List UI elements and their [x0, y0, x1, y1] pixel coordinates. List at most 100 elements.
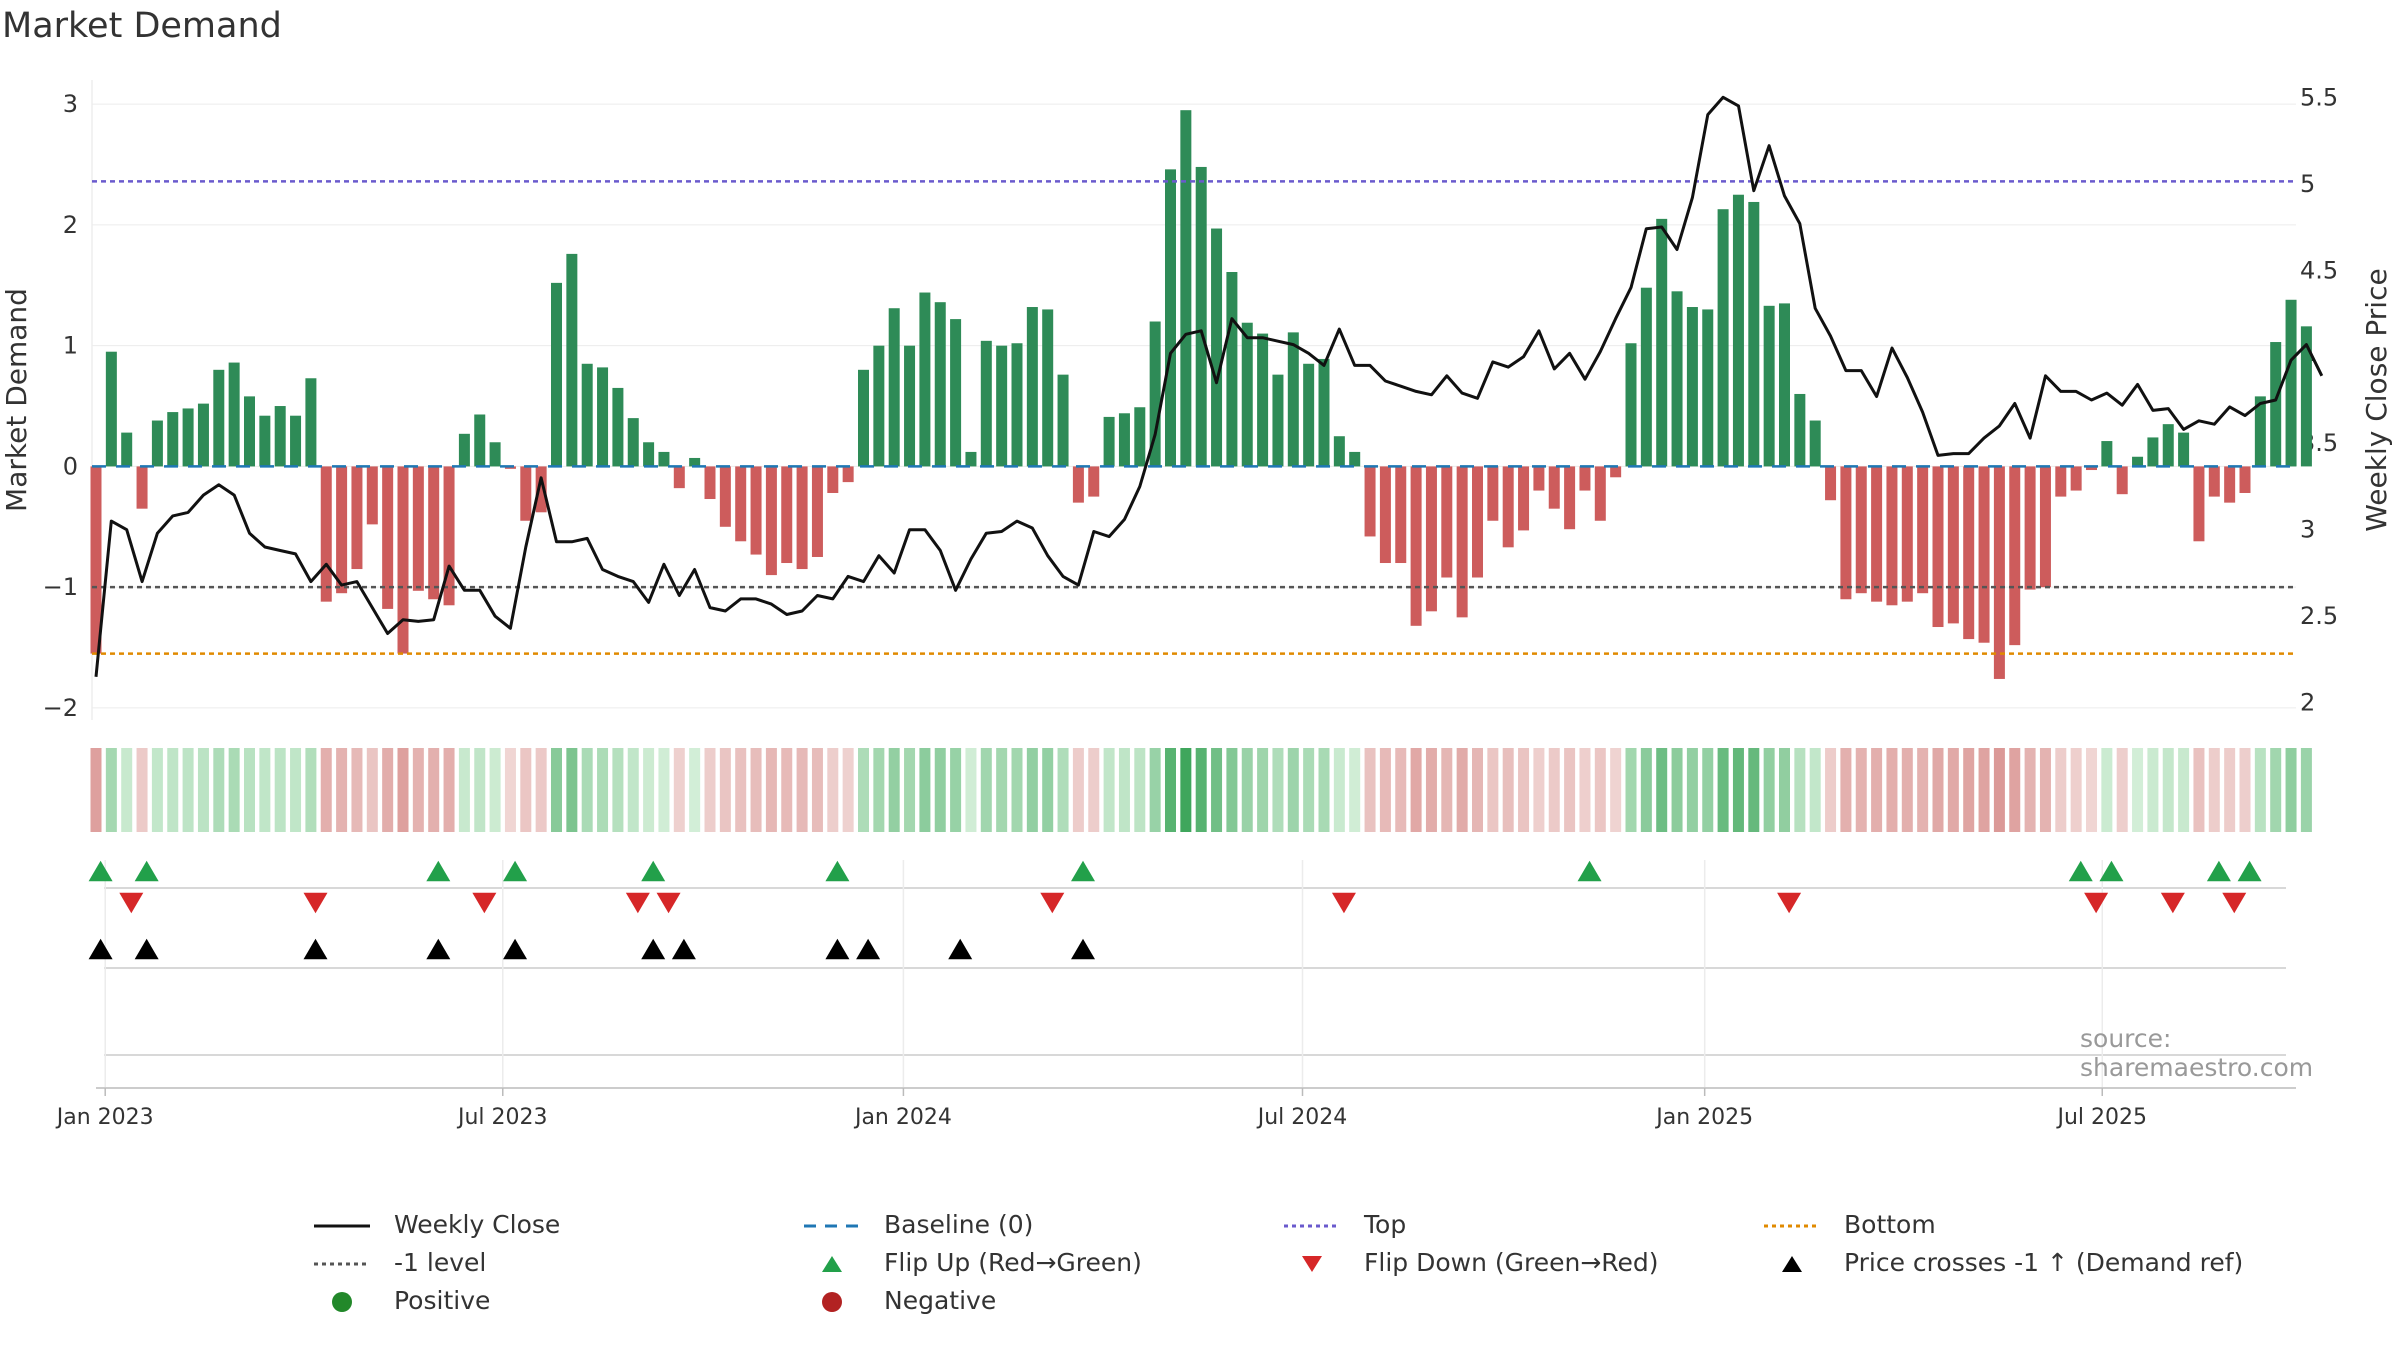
heat-strip-cell: [1963, 748, 1975, 832]
positive-demand-bar: [873, 345, 885, 467]
heat-strip-cell: [811, 748, 823, 832]
flip-down-marker: [625, 892, 650, 914]
negative-demand-bar: [2086, 466, 2097, 471]
negative-demand-bar: [781, 466, 793, 564]
legend-symbol-shape: [1782, 1256, 1802, 1272]
positive-demand-bar: [597, 367, 609, 467]
heat-strip-cell: [2254, 748, 2266, 832]
y2-tick-label: 5: [2300, 170, 2315, 198]
x-tick-label: Jan 2025: [1654, 1105, 1753, 1130]
positive-demand-bar: [1026, 307, 1038, 467]
negative-demand-bar: [2039, 466, 2051, 588]
positive-demand-bar: [1257, 333, 1269, 467]
x-tick-label: Jul 2023: [456, 1105, 548, 1130]
negative-demand-bar: [1364, 466, 1376, 537]
heat-strip-cell: [1809, 748, 1821, 832]
heat-strip-cell: [244, 748, 255, 832]
negative-demand-bar: [1993, 466, 2005, 679]
heat-strip-cell: [1072, 748, 1084, 832]
positive-demand-bar: [1042, 309, 1054, 467]
positive-demand-bar: [121, 432, 133, 467]
positive-demand-bar: [996, 345, 1008, 467]
positive-demand-bar: [151, 420, 163, 467]
positive-demand-bar: [474, 414, 486, 467]
negative-demand-bar: [1548, 466, 1560, 509]
positive-demand-bar: [950, 319, 962, 467]
positive-demand-bar: [290, 415, 302, 467]
heat-strip-cell: [581, 748, 593, 832]
heat-strip-cell: [980, 748, 992, 832]
legend-label: Price crosses -1 ↑ (Demand ref): [1844, 1248, 2244, 1277]
heat-strip-cell: [1349, 748, 1361, 832]
positive-demand-bar: [2254, 396, 2266, 467]
heat-strip-cell: [1379, 748, 1391, 832]
heat-strip-cell: [182, 748, 194, 832]
heat-strip-cell: [274, 748, 286, 832]
heat-strip-cell: [1333, 748, 1345, 832]
y-tick-label: 1: [63, 332, 78, 360]
flip-up-marker: [134, 860, 159, 882]
x-tick-label: Jan 2023: [55, 1105, 154, 1130]
heat-strip-cell: [934, 748, 946, 832]
flip-down-marker: [1331, 892, 1356, 914]
positive-demand-bar: [1118, 413, 1130, 467]
positive-demand-bar: [980, 340, 992, 467]
heat-strip-cell: [2086, 748, 2097, 832]
heat-strip-cell: [167, 748, 179, 832]
negative-demand-bar: [443, 466, 455, 606]
legend-symbol: [822, 1256, 842, 1272]
positive-demand-bar: [1287, 332, 1299, 467]
negative-demand-bar: [428, 466, 440, 600]
negative-demand-bar: [827, 466, 839, 493]
legend-symbol: [804, 1224, 860, 1228]
legend-label: Positive: [394, 1286, 491, 1315]
negative-demand-bar: [1840, 466, 1852, 600]
heat-strip-cell: [2285, 748, 2297, 832]
flip-up-marker: [2068, 860, 2093, 882]
positive-demand-bar: [643, 442, 655, 467]
price-cross-marker: [1071, 938, 1096, 960]
negative-demand-bar: [1441, 466, 1453, 578]
flip-up-marker: [2237, 860, 2262, 882]
heat-strip-cell: [1456, 748, 1468, 832]
negative-demand-bar: [1379, 466, 1391, 564]
heat-strip-cell: [1548, 748, 1560, 832]
negative-demand-bar: [765, 466, 777, 576]
positive-demand-bar: [919, 292, 931, 467]
negative-demand-bar: [1088, 466, 1100, 497]
heat-strip-cell: [888, 748, 900, 832]
heat-strip-cell: [1640, 748, 1652, 832]
heat-strip-cell: [1533, 748, 1545, 832]
flip-down-marker: [2222, 892, 2247, 914]
heat-strip-cell: [1272, 748, 1284, 832]
positive-demand-bar: [612, 387, 624, 467]
positive-demand-bar: [105, 351, 117, 467]
y-tick-label: 2: [63, 211, 78, 239]
legend-symbol-shape: [822, 1292, 842, 1312]
heat-strip-cell: [1947, 748, 1959, 832]
heat-strip-cell: [90, 748, 102, 832]
heat-strip-cell: [1564, 748, 1576, 832]
heat-strip-cell: [1441, 748, 1453, 832]
y2-tick-label: 2.5: [2300, 602, 2338, 630]
positive-demand-bar: [934, 302, 946, 467]
negative-demand-bar: [1978, 466, 1990, 643]
y2-tick-label: 2: [2300, 689, 2315, 717]
heat-strip-cell: [1978, 748, 1990, 832]
negative-demand-bar: [2009, 466, 2021, 646]
heat-strip-cell: [105, 748, 117, 832]
heat-strip-cell: [351, 748, 363, 832]
heat-strip-cell: [1779, 748, 1790, 832]
y2-tick-label: 5.5: [2300, 83, 2338, 111]
flip-up-marker: [426, 860, 451, 882]
negative-demand-bar: [1886, 466, 1898, 606]
flip-down-marker: [1777, 892, 1802, 914]
heat-strip-cell: [2208, 748, 2220, 832]
heat-strip-cell: [1671, 748, 1683, 832]
y-tick-label: 3: [63, 90, 78, 118]
negative-demand-bar: [2239, 466, 2251, 493]
price-cross-marker: [426, 938, 451, 960]
heat-strip-cell: [1149, 748, 1161, 832]
heat-strip-cell: [1656, 748, 1668, 832]
legend-symbol: [1302, 1256, 1322, 1272]
